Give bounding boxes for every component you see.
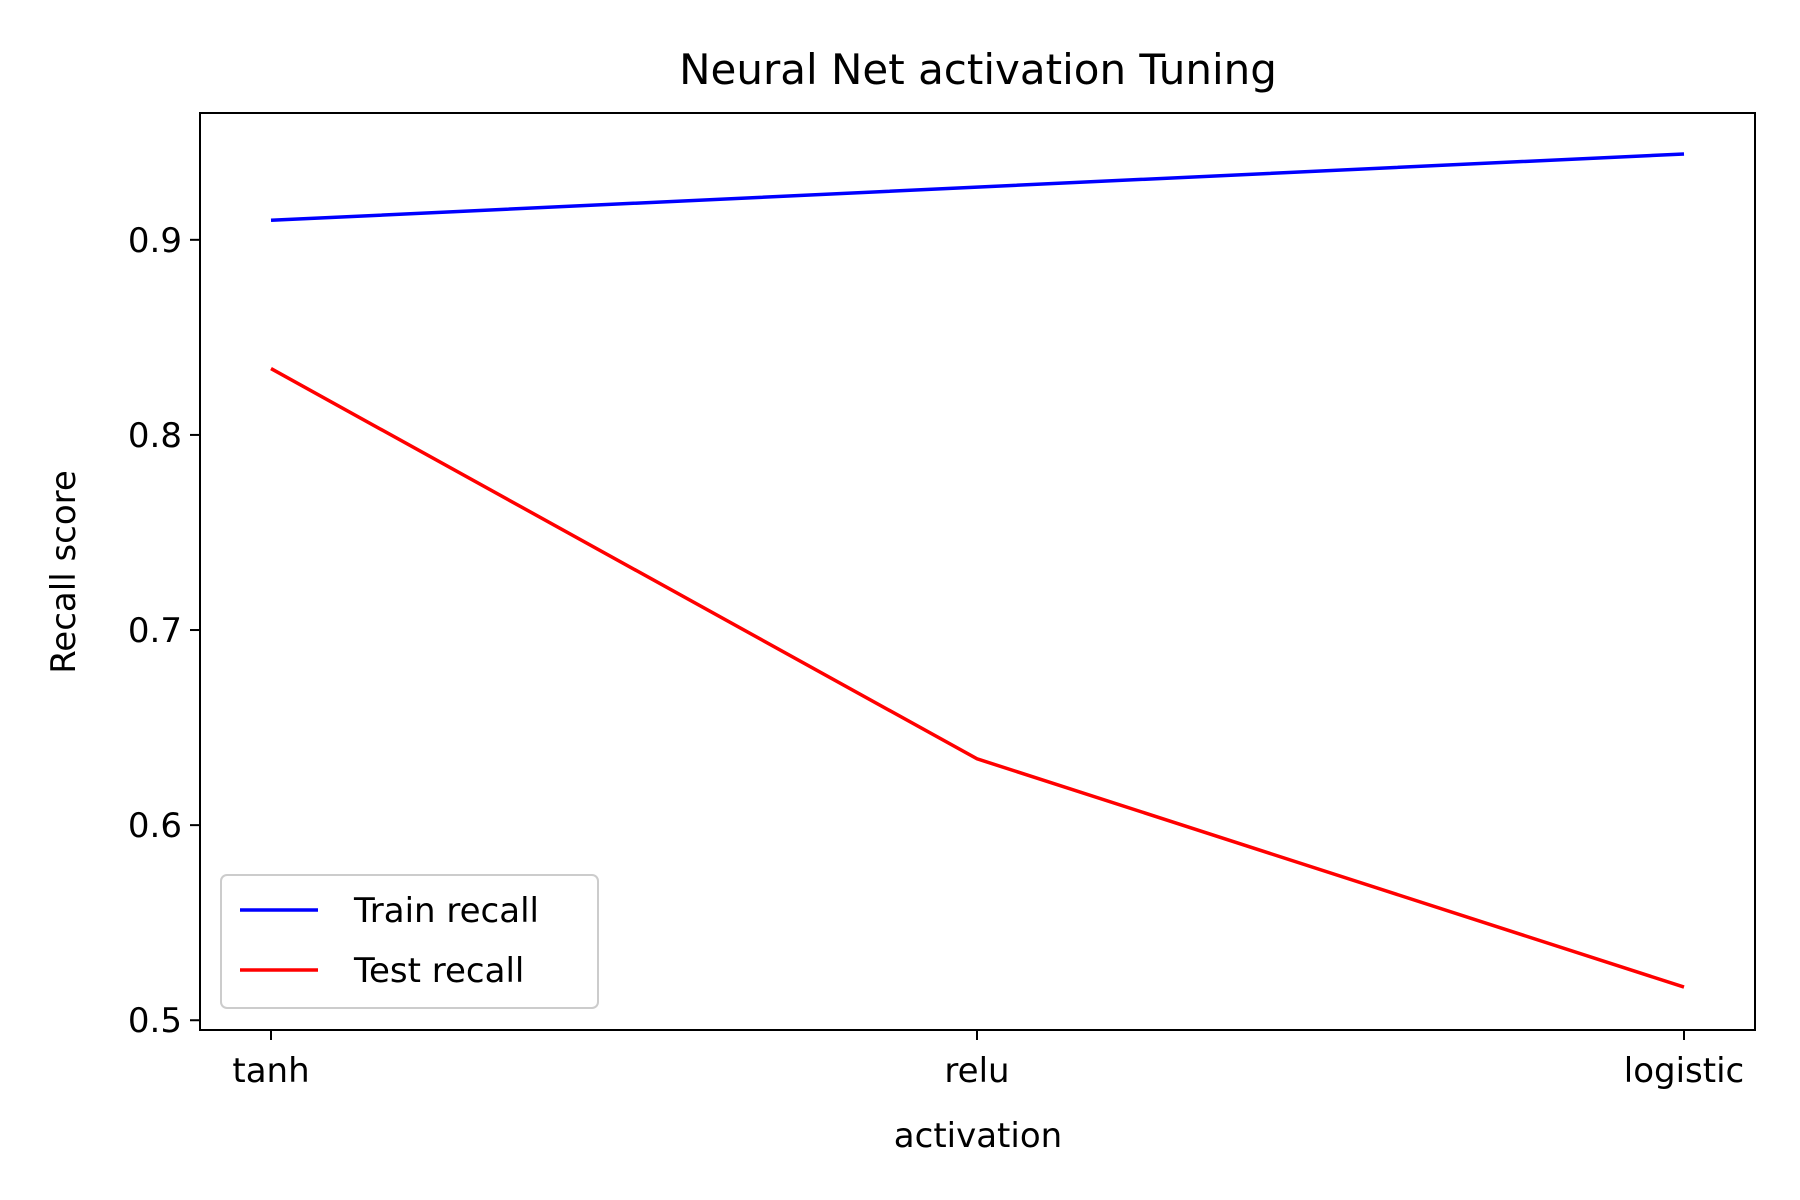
y-axis: 0.5 0.6 0.7 0.8 0.9	[128, 221, 200, 1041]
x-tick-label: logistic	[1624, 1051, 1744, 1091]
y-tick-label: 0.9	[128, 221, 182, 261]
y-axis-label: Recall score	[44, 470, 84, 674]
legend-label-1: Test recall	[353, 951, 524, 991]
x-axis-label: activation	[894, 1116, 1062, 1156]
legend-label-0: Train recall	[353, 891, 539, 931]
series-line-0	[270, 152, 1685, 223]
series-layer	[270, 152, 1685, 989]
x-tick-label: relu	[944, 1051, 1009, 1091]
y-tick-label: 0.5	[128, 1001, 182, 1041]
y-tick-label: 0.6	[128, 806, 182, 846]
chart-title: Neural Net activation Tuning	[679, 45, 1277, 94]
y-tick-label: 0.7	[128, 611, 182, 651]
legend: Train recall Test recall	[220, 874, 599, 1009]
series-line-1	[270, 367, 1685, 989]
y-tick-label: 0.8	[128, 416, 182, 456]
x-axis: tanh relu logistic	[232, 1030, 1744, 1091]
x-tick-label: tanh	[232, 1051, 309, 1091]
